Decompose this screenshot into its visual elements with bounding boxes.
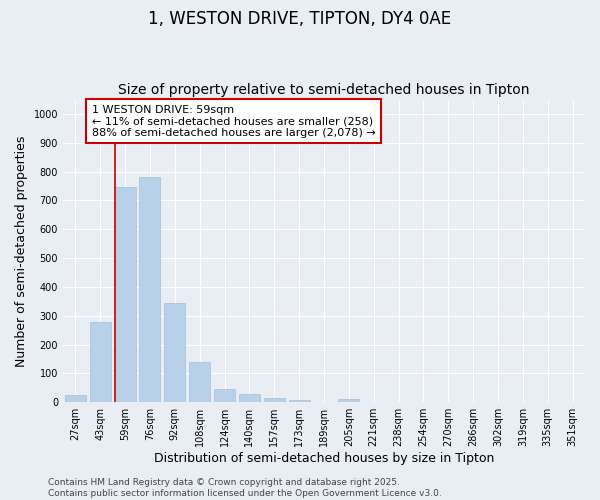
Bar (89, 322, 111, 402)
Text: 1, WESTON DRIVE, TIPTON, DY4 0AE: 1, WESTON DRIVE, TIPTON, DY4 0AE (148, 10, 452, 28)
Text: Contains HM Land Registry data © Crown copyright and database right 2025.
Contai: Contains HM Land Registry data © Crown c… (48, 478, 442, 498)
Bar (214, 388, 235, 402)
Bar (289, 400, 310, 402)
Bar (189, 362, 210, 402)
Bar (65, 395, 86, 402)
Text: 1 WESTON DRIVE: 59sqm
← 11% of semi-detached houses are smaller (258)
88% of sem: 1 WESTON DRIVE: 59sqm ← 11% of semi-deta… (92, 104, 375, 138)
Bar (239, 394, 260, 402)
Bar (164, 303, 185, 402)
Y-axis label: Number of semi-detached properties: Number of semi-detached properties (15, 135, 28, 366)
Bar (263, 398, 285, 402)
Title: Size of property relative to semi-detached houses in Tipton: Size of property relative to semi-detach… (118, 83, 530, 97)
Bar (115, 188, 136, 402)
Bar (338, 399, 359, 402)
X-axis label: Distribution of semi-detached houses by size in Tipton: Distribution of semi-detached houses by … (154, 452, 494, 465)
Bar (139, 176, 160, 402)
